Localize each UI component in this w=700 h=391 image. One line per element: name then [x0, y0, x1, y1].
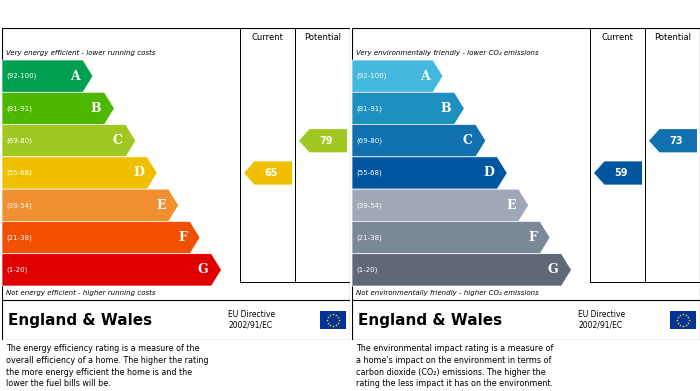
Text: 65: 65: [265, 168, 278, 178]
Polygon shape: [2, 254, 221, 286]
Text: Not energy efficient - higher running costs: Not energy efficient - higher running co…: [6, 290, 155, 296]
Text: F: F: [178, 231, 187, 244]
Polygon shape: [2, 92, 114, 125]
Text: D: D: [483, 167, 494, 179]
Text: G: G: [548, 264, 559, 276]
Text: The energy efficiency rating is a measure of the
overall efficiency of a home. T: The energy efficiency rating is a measur…: [6, 344, 209, 388]
Text: G: G: [198, 264, 209, 276]
Text: F: F: [528, 231, 537, 244]
Text: (81-91): (81-91): [356, 105, 382, 112]
Text: (39-54): (39-54): [6, 202, 32, 208]
Text: E: E: [156, 199, 166, 212]
Polygon shape: [352, 157, 508, 189]
Text: (69-80): (69-80): [356, 138, 382, 144]
Text: Current: Current: [251, 32, 284, 41]
Text: C: C: [113, 134, 122, 147]
Text: B: B: [441, 102, 452, 115]
Text: B: B: [91, 102, 101, 115]
Text: (21-38): (21-38): [356, 234, 382, 241]
Polygon shape: [649, 129, 697, 152]
Text: Potential: Potential: [654, 32, 691, 41]
Text: 79: 79: [319, 136, 333, 146]
Text: (55-68): (55-68): [356, 170, 382, 176]
Polygon shape: [352, 221, 550, 254]
Text: C: C: [463, 134, 473, 147]
Text: (92-100): (92-100): [356, 73, 386, 79]
Polygon shape: [299, 129, 347, 152]
Text: Environmental Impact (CO₂) Rating: Environmental Impact (CO₂) Rating: [358, 7, 590, 20]
Text: (92-100): (92-100): [6, 73, 36, 79]
Text: 73: 73: [669, 136, 683, 146]
Polygon shape: [2, 189, 178, 221]
Text: A: A: [70, 70, 80, 83]
Polygon shape: [2, 157, 158, 189]
Text: EU Directive
2002/91/EC: EU Directive 2002/91/EC: [578, 310, 625, 330]
Polygon shape: [2, 60, 93, 92]
Text: England & Wales: England & Wales: [8, 312, 152, 328]
Polygon shape: [594, 161, 642, 185]
Text: D: D: [133, 167, 144, 179]
Text: The environmental impact rating is a measure of
a home's impact on the environme: The environmental impact rating is a mea…: [356, 344, 554, 388]
Text: Potential: Potential: [304, 32, 341, 41]
Text: (1-20): (1-20): [356, 267, 377, 273]
Bar: [670, 311, 696, 329]
Text: (1-20): (1-20): [6, 267, 27, 273]
Bar: [320, 311, 346, 329]
Polygon shape: [2, 221, 200, 254]
Text: (55-68): (55-68): [6, 170, 32, 176]
Polygon shape: [352, 125, 486, 157]
Text: A: A: [420, 70, 430, 83]
Polygon shape: [352, 60, 443, 92]
Text: Not environmentally friendly - higher CO₂ emissions: Not environmentally friendly - higher CO…: [356, 290, 539, 296]
Text: (69-80): (69-80): [6, 138, 32, 144]
Text: 59: 59: [615, 168, 628, 178]
Text: Very energy efficient - lower running costs: Very energy efficient - lower running co…: [6, 50, 155, 56]
Text: E: E: [506, 199, 516, 212]
Text: Very environmentally friendly - lower CO₂ emissions: Very environmentally friendly - lower CO…: [356, 50, 538, 56]
Polygon shape: [352, 189, 528, 221]
Text: Current: Current: [601, 32, 634, 41]
Text: (39-54): (39-54): [356, 202, 382, 208]
Text: (21-38): (21-38): [6, 234, 32, 241]
Polygon shape: [352, 92, 464, 125]
Polygon shape: [2, 125, 136, 157]
Text: (81-91): (81-91): [6, 105, 32, 112]
Polygon shape: [352, 254, 571, 286]
Text: EU Directive
2002/91/EC: EU Directive 2002/91/EC: [228, 310, 275, 330]
Text: England & Wales: England & Wales: [358, 312, 502, 328]
Polygon shape: [244, 161, 292, 185]
Text: Energy Efficiency Rating: Energy Efficiency Rating: [8, 7, 171, 20]
